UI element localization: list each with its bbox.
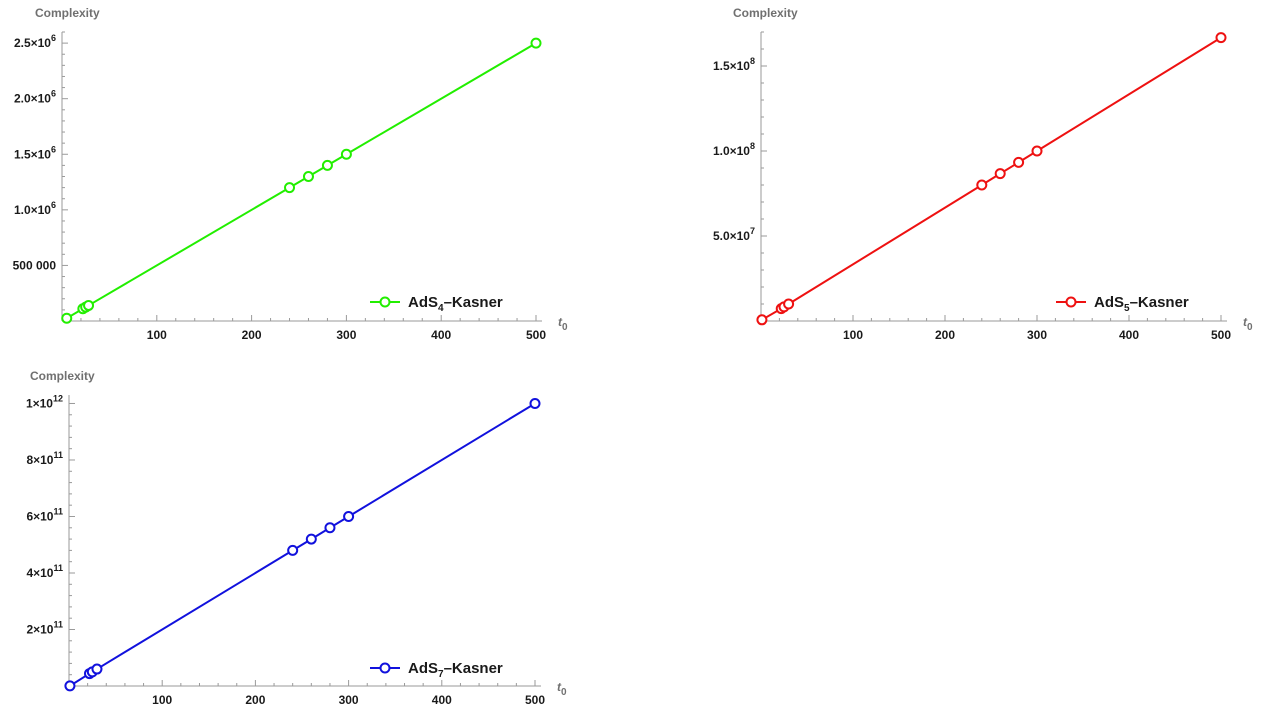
y-axis-title: Complexity (35, 6, 100, 20)
legend: AdS4–Kasner (370, 294, 503, 314)
data-point (756, 314, 768, 326)
data-point (305, 533, 317, 545)
data-point (530, 37, 542, 49)
x-tick-label: 200 (242, 328, 262, 342)
x-tick-label: 200 (245, 693, 265, 707)
legend: AdS5–Kasner (1056, 294, 1189, 314)
y-axis-title: Complexity (30, 369, 95, 383)
y-axis-title: Complexity (733, 6, 798, 20)
x-tick-label: 400 (431, 328, 451, 342)
x-axis-title: t0 (1243, 315, 1253, 333)
data-point (91, 663, 103, 675)
legend-label: AdS5–Kasner (1094, 294, 1189, 314)
chart-panel-3: 100 200 300 400 500 2×1011 4×1011 6×1011 8×1011 1… (26, 369, 567, 707)
data-point (321, 159, 333, 171)
legend-marker-swatch (379, 662, 391, 674)
x-tick-label: 300 (1027, 328, 1047, 342)
x-tick-label: 500 (525, 693, 545, 707)
legend-marker-swatch (1065, 296, 1077, 308)
x-tick-label: 100 (152, 693, 172, 707)
y-tick-label: 1.0×108 (713, 141, 755, 158)
data-point (783, 298, 795, 310)
data-point (976, 179, 988, 191)
data-point (1031, 145, 1043, 157)
y-tick-label: 1.5×108 (713, 56, 755, 73)
data-point (529, 397, 541, 409)
x-tick-label: 400 (432, 693, 452, 707)
x-axis-title: t0 (558, 315, 568, 333)
y-tick-label: 500 000 (13, 258, 57, 272)
data-point (284, 182, 296, 194)
data-point (64, 680, 76, 692)
y-tick-label: 2.0×106 (14, 89, 56, 106)
legend-label: AdS7–Kasner (408, 660, 503, 680)
chart-panel-2: 100 200 300 400 500 5.0×107 1.0×108 1.5×108 Comp… (713, 6, 1253, 342)
x-tick-label: 300 (336, 328, 356, 342)
data-point (1013, 156, 1025, 168)
x-tick-label: 500 (1211, 328, 1231, 342)
series-line (66, 42, 537, 320)
data-point (83, 299, 95, 311)
x-tick-label: 400 (1119, 328, 1139, 342)
series-line (761, 36, 1222, 321)
legend-label: AdS4–Kasner (408, 294, 503, 314)
x-tick-label: 100 (147, 328, 167, 342)
x-tick-label: 200 (935, 328, 955, 342)
x-tick-label: 300 (339, 693, 359, 707)
data-point (287, 544, 299, 556)
data-point (302, 171, 314, 182)
x-tick-label: 500 (526, 328, 546, 342)
y-tick-label: 8×1011 (26, 450, 63, 467)
y-tick-label: 5.0×107 (713, 226, 755, 243)
x-axis-title: t0 (557, 680, 567, 698)
data-point (343, 510, 355, 522)
y-tick-label: 2.5×106 (14, 33, 56, 50)
legend: AdS7–Kasner (370, 660, 503, 680)
y-tick-label: 2×1011 (26, 619, 63, 636)
y-tick-label: 1.0×106 (14, 200, 56, 217)
data-point (61, 312, 73, 324)
data-point (340, 148, 352, 160)
data-point (324, 522, 336, 534)
y-tick-label: 1×1012 (26, 393, 63, 410)
chart-panel-1: 100 200 300 400 500 500 000 1.0×106 1.5×106 2.0×… (13, 6, 568, 342)
legend-marker-swatch (379, 296, 391, 308)
data-point (994, 168, 1006, 180)
y-tick-label: 1.5×106 (14, 144, 56, 161)
series-line (69, 402, 536, 687)
y-tick-label: 4×1011 (26, 563, 63, 580)
x-tick-label: 100 (843, 328, 863, 342)
y-tick-label: 6×1011 (26, 506, 63, 523)
data-point (1215, 32, 1227, 44)
